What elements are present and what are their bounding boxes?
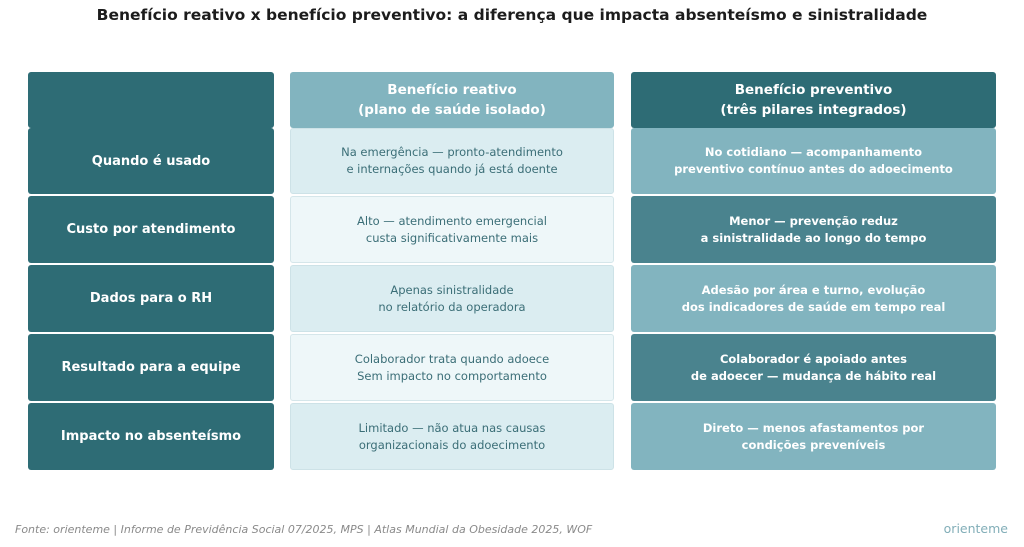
preventive-text-line-2: preventivo contínuo antes do adoecimento [674,162,953,176]
row-label: Dados para o RH [89,291,213,306]
preventive-header-line-2: (três pilares integrados) [720,102,907,118]
reactive-text-line-2: e internações quando já está doente [346,162,558,176]
preventive-text-line-1: Direto — menos afastamentos por [702,420,925,435]
page-title: Benefício reativo x benefício preventivo… [96,6,928,24]
preventive-text-line-1: Menor — prevenção reduz [729,213,898,228]
source-footnote: Fonte: orienteme | Informe de Previdênci… [15,523,593,536]
preventive-cell: No cotidiano — acompanhamento preventivo… [631,128,996,194]
preventive-text-line-1: Colaborador é apoiado antes [719,351,908,366]
preventive-text-line-2: condições preveníveis [741,437,886,452]
preventive-text-line-1: Adesão por área e turno, evolução [701,282,926,297]
row-label: Quando é usado [91,153,211,169]
reactive-text-line-2: Sem impacto no comportamento [357,368,547,383]
row-label: Impacto no absenteísmo [60,429,242,444]
reactive-text-line-1: Na emergência — pronto-atendimento [341,145,563,159]
preventive-column-header: Benefício preventivo (três pilares integ… [631,72,996,128]
reactive-cell: Colaborador trata quando adoece Sem impa… [290,334,614,401]
reactive-text-line-1: Limitado — não atua nas causas [358,420,546,435]
row-label-cell: Resultado para a equipe [28,334,274,401]
preventive-text-line-2: de adoecer — mudança de hábito real [690,368,937,383]
row-label-cell: Quando é usado [28,128,274,194]
row-label-cell: Dados para o RH [28,265,274,332]
reactive-text-line-1: Apenas sinistralidade [390,282,514,297]
comparison-table: Benefício reativo (plano de saúde isolad… [28,72,996,472]
corner-header-cell [28,72,274,128]
row-label: Resultado para a equipe [61,360,241,375]
reactive-header-line-1: Benefício reativo [387,82,517,98]
row-label: Custo por atendimento [66,222,236,237]
reactive-text-line-1: Alto — atendimento emergencial [357,213,547,228]
preventive-text-line-2: dos indicadores de saúde em tempo real [681,299,946,314]
reactive-text-line-2: no relatório da operadora [378,299,526,314]
reactive-cell: Alto — atendimento emergencial custa sig… [290,196,614,263]
preventive-cell: Colaborador é apoiado antes de adoecer —… [631,334,996,401]
preventive-header-line-1: Benefício preventivo [734,82,893,98]
preventive-text-line-2: a sinistralidade ao longo do tempo [700,230,927,245]
preventive-cell: Adesão por área e turno, evolução dos in… [631,265,996,332]
reactive-cell: Na emergência — pronto-atendimento e int… [290,128,614,194]
reactive-text-line-2: organizacionais do adoecimento [358,437,546,452]
reactive-text-line-2: custa significativamente mais [365,230,539,245]
reactive-cell: Limitado — não atua nas causas organizac… [290,403,614,470]
reactive-text-line-1: Colaborador trata quando adoece [354,351,550,366]
preventive-cell: Menor — prevenção reduz a sinistralidade… [631,196,996,263]
reactive-header-line-2: (plano de saúde isolado) [358,102,546,118]
row-label-cell: Custo por atendimento [28,196,274,263]
preventive-cell: Direto — menos afastamentos por condiçõe… [631,403,996,470]
row-label-cell: Impacto no absenteísmo [28,403,274,470]
preventive-text-line-1: No cotidiano — acompanhamento [704,145,923,159]
reactive-column-header: Benefício reativo (plano de saúde isolad… [290,72,614,128]
reactive-cell: Apenas sinistralidade no relatório da op… [290,265,614,332]
brand-logo-text: orienteme [943,521,1008,536]
